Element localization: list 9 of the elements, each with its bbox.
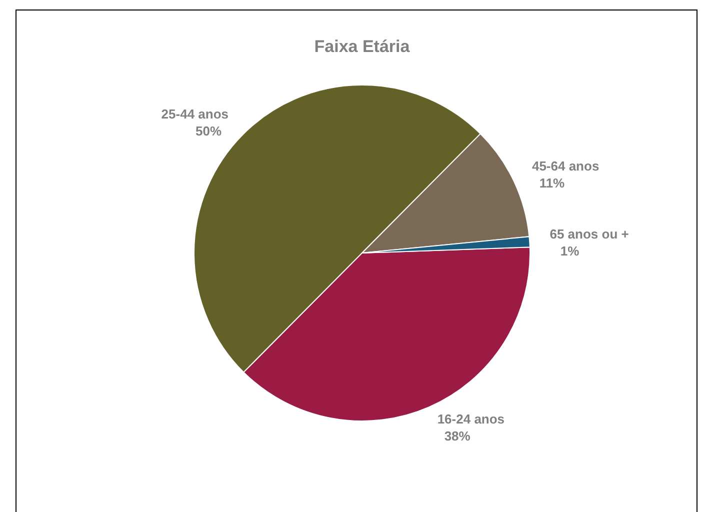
data-label: 11% [539, 175, 566, 190]
data-label: 38% [444, 428, 471, 444]
chart-title: Faixa Etária [314, 37, 410, 56]
data-label: 50% [195, 123, 222, 138]
slice-label: 25-44 anos [161, 106, 228, 122]
slice-label: 65 anos ou + [550, 226, 630, 242]
data-label: 1% [560, 244, 580, 259]
slice-label: 16-24 anos [437, 411, 505, 426]
slice-label: 45-64 anos [532, 158, 600, 174]
